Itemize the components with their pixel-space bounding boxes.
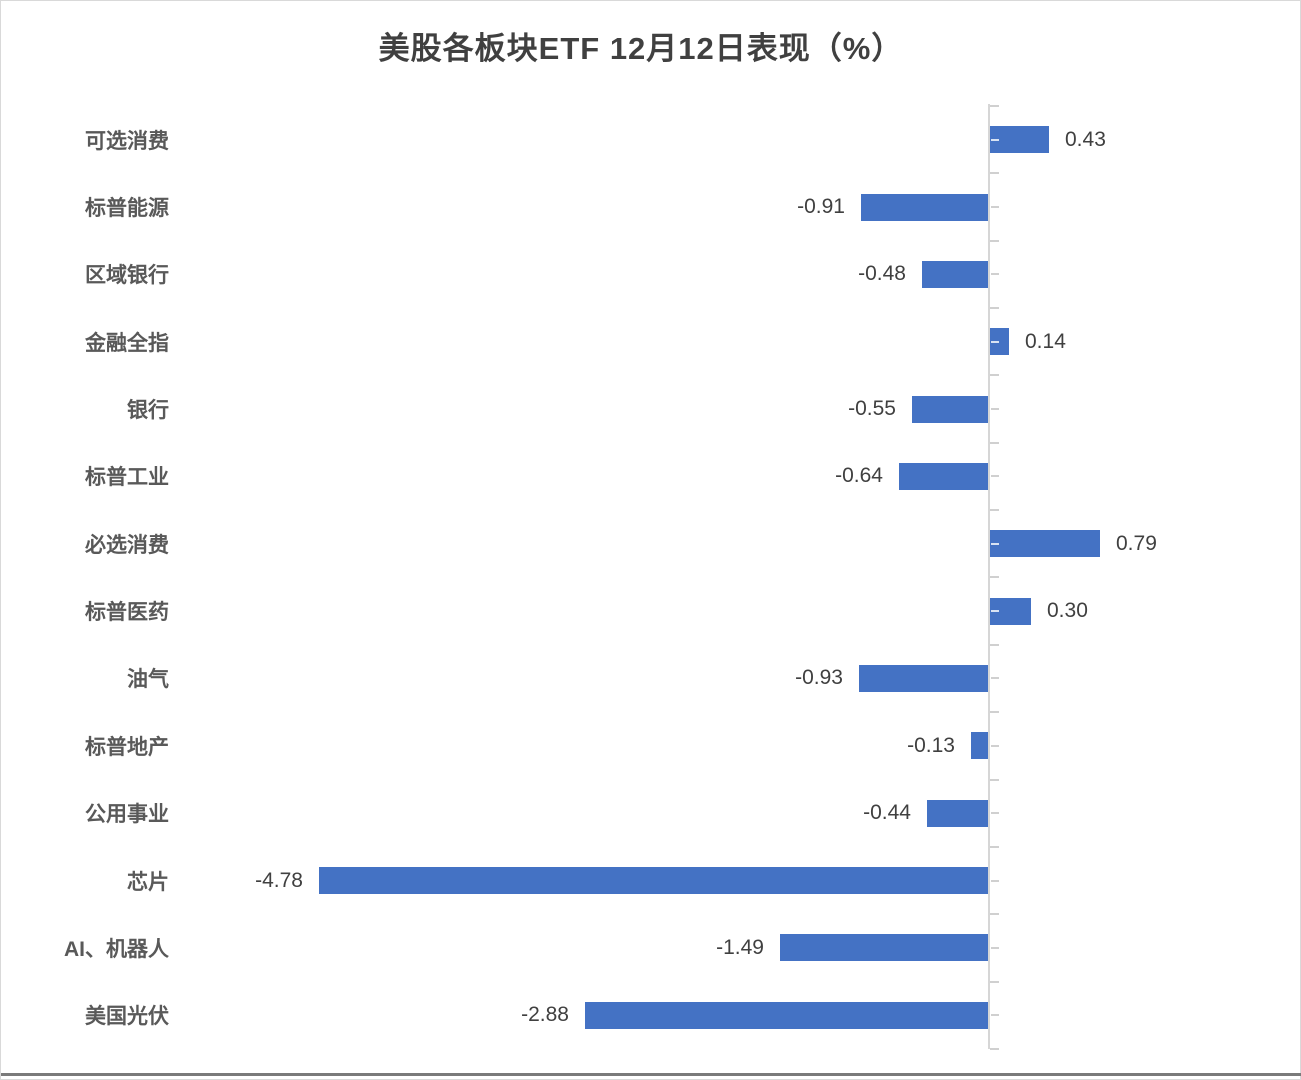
axis-center-tick xyxy=(991,1014,999,1016)
category-label: 标普医药 xyxy=(85,601,169,624)
category-label: 银行 xyxy=(127,399,169,422)
category-label: 必选消费 xyxy=(85,534,169,557)
category-label: 公用事业 xyxy=(85,803,169,826)
axis-center-tick xyxy=(991,341,999,343)
value-label: -0.13 xyxy=(907,734,955,757)
value-label: -4.78 xyxy=(255,869,303,892)
axis-center-tick xyxy=(991,206,999,208)
axis-center-tick xyxy=(991,610,999,612)
axis-boundary-tick xyxy=(990,981,999,983)
value-label: -0.93 xyxy=(795,666,843,689)
window-bottom-border xyxy=(1,1073,1301,1076)
chart-title: 美股各板块ETF 12月12日表现（%） xyxy=(378,31,904,66)
bar xyxy=(780,934,989,961)
value-label: -0.64 xyxy=(835,464,883,487)
value-label: 0.14 xyxy=(1025,330,1066,353)
bar xyxy=(989,126,1049,153)
axis-boundary-tick xyxy=(990,576,999,578)
axis-center-tick xyxy=(991,880,999,882)
category-label: 美国光伏 xyxy=(85,1005,169,1028)
axis-center-tick xyxy=(991,812,999,814)
category-label: 标普工业 xyxy=(85,466,169,489)
axis-boundary-tick xyxy=(990,172,999,174)
axis-center-tick xyxy=(991,745,999,747)
bar xyxy=(989,530,1100,557)
category-label: 油气 xyxy=(127,668,169,691)
axis-boundary-tick xyxy=(990,307,999,309)
bar xyxy=(927,800,989,827)
axis-boundary-tick xyxy=(990,1048,999,1050)
bar xyxy=(899,463,989,490)
axis-boundary-tick xyxy=(990,779,999,781)
axis-boundary-tick xyxy=(990,374,999,376)
axis-center-tick xyxy=(991,475,999,477)
axis-boundary-tick xyxy=(990,105,999,107)
axis-center-tick xyxy=(991,947,999,949)
value-label: 0.43 xyxy=(1065,128,1106,151)
category-label: 标普能源 xyxy=(85,197,169,220)
bar xyxy=(319,867,989,894)
category-label: 金融全指 xyxy=(85,332,169,355)
value-label: -2.88 xyxy=(521,1003,569,1026)
bar xyxy=(971,732,989,759)
axis-boundary-tick xyxy=(990,509,999,511)
axis-boundary-tick xyxy=(990,644,999,646)
value-axis-zero-line xyxy=(988,104,990,1049)
axis-center-tick xyxy=(991,139,999,141)
value-label: -0.44 xyxy=(863,801,911,824)
bar xyxy=(859,665,989,692)
axis-boundary-tick xyxy=(990,240,999,242)
category-label: 区域银行 xyxy=(85,264,169,287)
bar xyxy=(585,1002,989,1029)
category-label: 标普地产 xyxy=(85,736,169,759)
axis-boundary-tick xyxy=(990,711,999,713)
value-label: -1.49 xyxy=(716,936,764,959)
bar xyxy=(922,261,989,288)
value-label: 0.79 xyxy=(1116,532,1157,555)
value-label: 0.30 xyxy=(1047,599,1088,622)
axis-center-tick xyxy=(991,408,999,410)
axis-boundary-tick xyxy=(990,442,999,444)
category-label: 芯片 xyxy=(127,871,169,894)
value-label: -0.48 xyxy=(858,262,906,285)
value-label: -0.91 xyxy=(797,195,845,218)
category-label: 可选消费 xyxy=(85,130,169,153)
bar xyxy=(989,328,1009,355)
axis-boundary-tick xyxy=(990,913,999,915)
value-label: -0.55 xyxy=(848,397,896,420)
axis-center-tick xyxy=(991,273,999,275)
axis-boundary-tick xyxy=(990,846,999,848)
axis-center-tick xyxy=(991,543,999,545)
bar xyxy=(912,396,989,423)
bar xyxy=(861,194,989,221)
category-label: AI、机器人 xyxy=(64,938,169,961)
axis-center-tick xyxy=(991,677,999,679)
